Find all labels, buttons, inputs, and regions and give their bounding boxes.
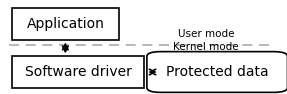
Text: User mode: User mode [178, 29, 234, 39]
FancyBboxPatch shape [147, 52, 287, 92]
Text: Protected data: Protected data [166, 65, 269, 79]
Text: Kernel mode: Kernel mode [173, 42, 239, 52]
Text: Application: Application [26, 17, 104, 31]
FancyBboxPatch shape [12, 8, 119, 40]
FancyBboxPatch shape [12, 56, 144, 88]
Text: Software driver: Software driver [25, 65, 131, 79]
